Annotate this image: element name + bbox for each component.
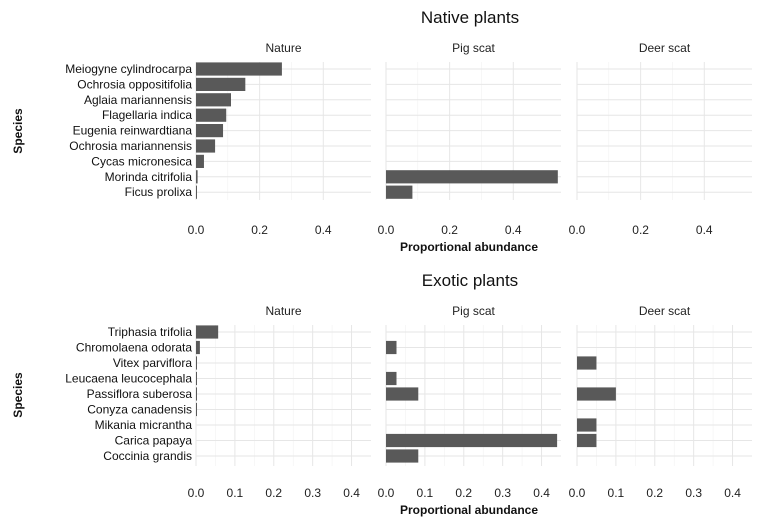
x-tick-label: 0.0 bbox=[569, 223, 586, 237]
category-label: Triphasia trifolia bbox=[108, 325, 193, 339]
bar-pig-scat bbox=[386, 449, 419, 463]
bar-nature bbox=[196, 108, 227, 122]
category-label: Coccinia grandis bbox=[103, 449, 192, 463]
bar-pig-scat bbox=[386, 387, 419, 401]
bar-nature bbox=[196, 325, 219, 339]
bar-nature bbox=[196, 62, 282, 76]
x-tick-label: 0.0 bbox=[188, 223, 205, 237]
x-tick-label: 0.2 bbox=[441, 223, 458, 237]
bar-nature bbox=[196, 371, 197, 386]
x-tick-label: 0.2 bbox=[632, 223, 649, 237]
bar-deer-scat bbox=[577, 418, 597, 432]
bar-pig-scat bbox=[386, 371, 397, 386]
x-tick-label: 0.4 bbox=[724, 486, 741, 500]
facet-label-1: Pig scat bbox=[452, 304, 495, 318]
chart-title: Exotic plants bbox=[422, 271, 518, 290]
bar-pig-scat bbox=[386, 185, 413, 199]
x-tick-label: 0.3 bbox=[685, 486, 702, 500]
category-label: Chromolaena odorata bbox=[76, 341, 192, 355]
bar-nature bbox=[196, 185, 197, 199]
bar-nature bbox=[196, 154, 204, 168]
category-label: Meiogyne cylindrocarpa bbox=[65, 62, 192, 76]
category-label: Conyza canadensis bbox=[87, 403, 192, 417]
bar-nature bbox=[196, 402, 197, 417]
category-label: Leucaena leucocephala bbox=[65, 372, 192, 386]
x-tick-label: 0.1 bbox=[227, 486, 244, 500]
category-label: Passiflora suberosa bbox=[87, 387, 193, 401]
category-label: Vitex parviflora bbox=[113, 356, 192, 370]
bar-nature bbox=[196, 356, 197, 370]
x-axis-title: Proportional abundance bbox=[400, 240, 538, 254]
x-axis-title: Proportional abundance bbox=[400, 503, 538, 517]
x-tick-label: 0.2 bbox=[265, 486, 282, 500]
bar-pig-scat bbox=[386, 433, 558, 448]
x-tick-label: 0.1 bbox=[417, 486, 434, 500]
bar-nature bbox=[196, 93, 231, 107]
y-axis-title: Species bbox=[11, 108, 25, 154]
x-tick-label: 0.3 bbox=[494, 486, 511, 500]
bar-deer-scat bbox=[577, 433, 597, 448]
x-tick-label: 0.4 bbox=[343, 486, 360, 500]
category-label: Mikania micrantha bbox=[95, 418, 193, 432]
bar-nature bbox=[196, 77, 246, 91]
bar-pig-scat bbox=[386, 340, 397, 355]
y-axis-title: Species bbox=[11, 372, 25, 418]
x-tick-label: 0.3 bbox=[304, 486, 321, 500]
x-tick-label: 0.0 bbox=[378, 486, 395, 500]
x-tick-label: 0.0 bbox=[378, 223, 395, 237]
category-label: Ochrosia mariannensis bbox=[69, 139, 192, 153]
category-label: Ficus prolixa bbox=[125, 185, 193, 199]
bar-pig-scat bbox=[386, 170, 558, 184]
facet-label-0: Nature bbox=[265, 304, 301, 318]
category-label: Flagellaria indica bbox=[102, 108, 192, 122]
category-label: Aglaia mariannensis bbox=[84, 93, 192, 107]
facet-label-2: Deer scat bbox=[639, 304, 691, 318]
bar-nature bbox=[196, 139, 216, 153]
x-tick-label: 0.0 bbox=[188, 486, 205, 500]
category-label: Ochrosia oppositifolia bbox=[77, 77, 192, 91]
category-label: Cycas micronesica bbox=[91, 154, 192, 168]
x-tick-label: 0.4 bbox=[533, 486, 550, 500]
x-tick-label: 0.4 bbox=[315, 223, 332, 237]
category-label: Eugenia reinwardtiana bbox=[73, 124, 193, 138]
facet-label-2: Deer scat bbox=[639, 41, 691, 55]
bar-deer-scat bbox=[577, 387, 616, 401]
facet-label-0: Nature bbox=[265, 41, 301, 55]
x-tick-label: 0.0 bbox=[569, 486, 586, 500]
x-tick-label: 0.2 bbox=[646, 486, 663, 500]
x-tick-label: 0.2 bbox=[251, 223, 268, 237]
x-tick-label: 0.1 bbox=[608, 486, 625, 500]
bar-nature bbox=[196, 340, 200, 355]
category-label: Morinda citrifolia bbox=[105, 170, 193, 184]
facet-label-1: Pig scat bbox=[452, 41, 495, 55]
bar-nature bbox=[196, 387, 197, 401]
category-label: Carica papaya bbox=[115, 434, 193, 448]
x-tick-label: 0.4 bbox=[505, 223, 522, 237]
x-tick-label: 0.2 bbox=[455, 486, 472, 500]
x-tick-label: 0.4 bbox=[696, 223, 713, 237]
bar-deer-scat bbox=[577, 356, 597, 370]
chart-title: Native plants bbox=[421, 8, 519, 27]
bar-nature bbox=[196, 124, 224, 138]
bar-nature bbox=[196, 170, 198, 184]
